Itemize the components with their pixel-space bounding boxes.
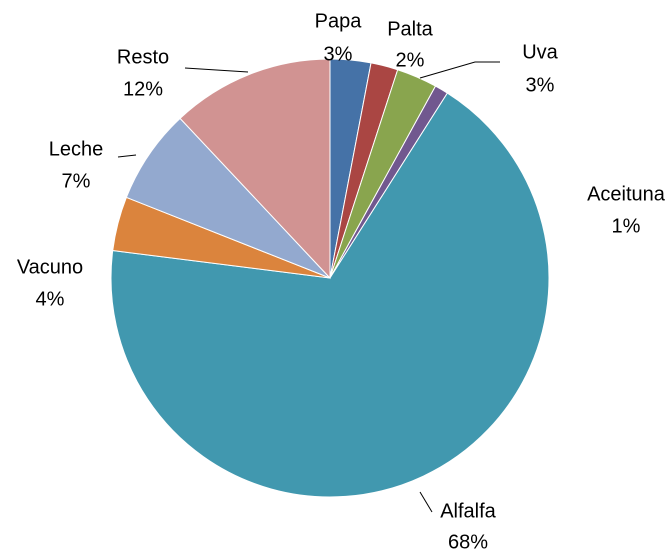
category-label: Vacuno [17,256,83,278]
value-label: 7% [62,170,91,192]
category-label: Leche [49,138,104,160]
leader-line [419,61,500,79]
slice [110,92,550,498]
value-label: 3% [526,74,555,96]
value-label: 3% [324,43,353,65]
category-label: Uva [522,41,558,63]
category-label: Alfalfa [440,500,496,522]
value-label: 1% [612,215,641,237]
value-label: 12% [123,78,163,100]
value-label: 4% [36,288,65,310]
category-label: Resto [117,46,169,68]
slice [179,58,331,280]
labels: Papa 3% Palta 2% Uva 3% Aceituna 1% Alfalfa 68% Va… [17,10,666,551]
leader-line [184,67,249,73]
leader-line [117,154,137,158]
pie [110,58,550,498]
leader-line [419,491,433,513]
category-label: Papa [315,10,363,32]
category-label: Aceituna [587,183,666,205]
value-label: 2% [396,49,425,71]
category-label: Palta [387,18,433,40]
value-label: 68% [448,531,488,551]
